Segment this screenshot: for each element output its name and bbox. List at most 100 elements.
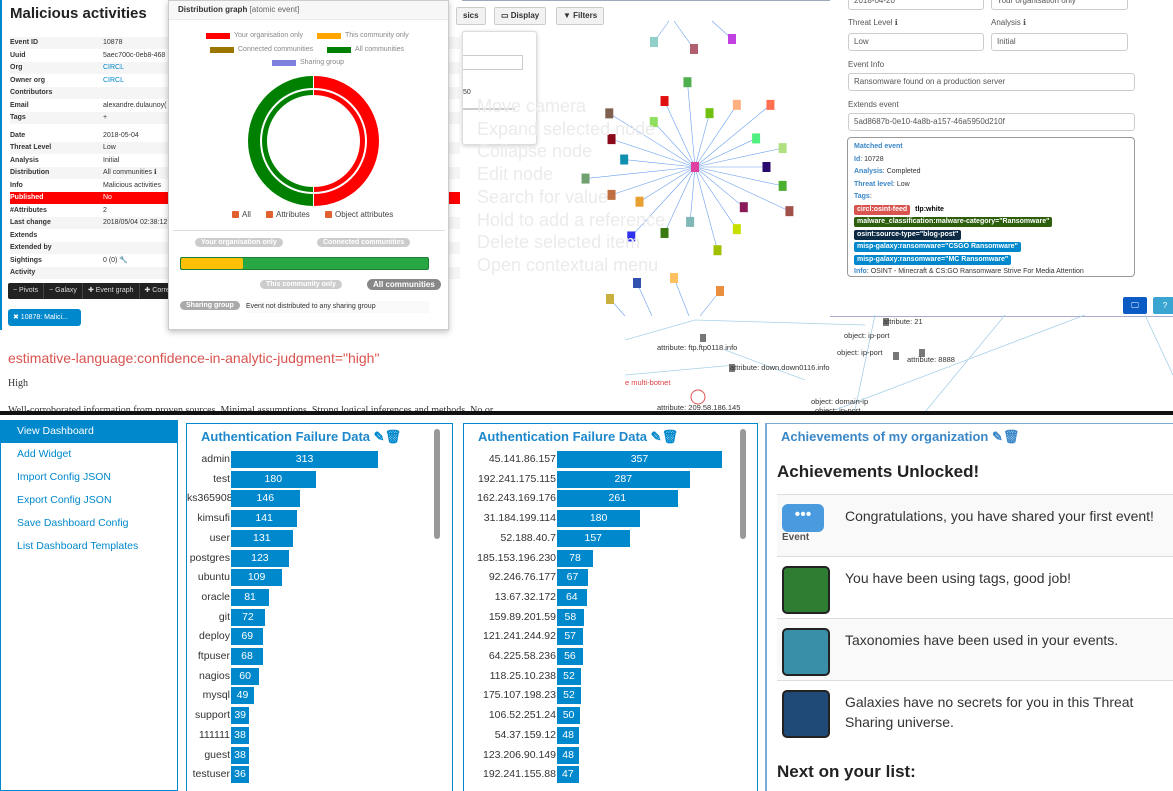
bar[interactable]: 157 [557,529,630,547]
bar[interactable]: 52 [557,687,582,705]
row-label: #Attributes [10,206,47,214]
bar[interactable]: 146 [231,490,300,508]
bar[interactable]: 261 [557,490,678,508]
sidebar-item[interactable]: Save Dashboard Config [17,517,129,529]
row-value[interactable]: CIRCL [103,76,125,84]
bar[interactable]: 58 [557,608,584,626]
event-tab[interactable]: ✖ 10878: Malici... [8,309,81,326]
analysis-select[interactable]: Initial [991,33,1128,51]
bar[interactable]: 48 [557,726,580,744]
tag-badge[interactable]: misp-galaxy:ransomware="MC Ransomware" [854,254,1012,265]
bar[interactable]: 109 [231,569,283,587]
display-button[interactable]: ▭ Display [494,7,547,25]
display-select[interactable] [463,55,523,70]
bar[interactable]: 60 [231,667,260,685]
bar-row: 123.206.90.149 48 [464,746,757,765]
bar-row: 106.52.251.24 50 [464,707,757,725]
bar[interactable]: 123 [231,549,289,567]
row-value[interactable]: + [103,114,108,121]
bar[interactable]: 57 [557,628,584,646]
extends-input[interactable]: 5ad8687b-0e10-4a8b-a157-46a5950d210f [848,113,1135,131]
physics-button[interactable]: sics [456,7,486,25]
bar-label: postgres [189,551,230,564]
tag-badge[interactable]: tlp:white [912,204,947,215]
bar[interactable]: 56 [557,648,583,665]
edit-icon[interactable]: ✎ [650,429,662,444]
bar[interactable]: 49 [231,687,255,705]
bar-label: 118.25.10.238 [489,669,556,682]
event-toolbar-button[interactable]: − Galaxy [44,283,83,299]
check-all[interactable]: All [232,210,251,219]
help-button[interactable]: ? [1153,297,1173,314]
bar-label: testuser [192,768,230,781]
event-info-input[interactable]: Ransomware found on a production server [848,73,1135,91]
tag-badge[interactable]: malware_classification:malware-category=… [854,217,1053,227]
event-toolbar-button[interactable]: ✚ Event graph [83,283,140,299]
sidebar-item[interactable]: View Dashboard [1,420,177,443]
edit-icon[interactable]: ✎ [991,429,1003,444]
bar[interactable]: 68 [231,648,263,665]
bar[interactable]: 287 [557,470,690,488]
scrollbar[interactable] [740,429,746,539]
check-object-attributes[interactable]: Object attributes [325,210,393,219]
sidebar-item[interactable]: Export Config JSON [17,494,112,506]
distribution-select[interactable]: Your organisation only [991,0,1128,10]
bar[interactable]: 38 [231,726,249,744]
bar[interactable]: 36 [231,766,249,784]
date-input[interactable]: 2018-04-20 [848,0,984,10]
trash-icon[interactable]: 🗑 [661,429,679,444]
bar[interactable]: 67 [557,569,588,587]
display-mode-button[interactable]: 🖵 [1123,297,1147,314]
bar[interactable]: 180 [557,510,641,528]
scrollbar[interactable] [434,429,440,539]
row-value[interactable]: CIRCL [103,64,125,71]
bar-row: 13.67.32.172 64 [464,588,757,607]
bar[interactable]: 313 [231,451,379,468]
bar[interactable]: 78 [557,549,594,567]
bar[interactable]: 64 [557,588,587,606]
bar[interactable]: 180 [231,470,316,488]
graph-node-label: object: domain-ip [811,397,868,406]
bar[interactable]: 141 [231,510,298,528]
check-attributes[interactable]: Attributes [266,210,310,219]
trash-icon[interactable]: 🗑 [384,429,402,444]
graph-node-label: attribute: ftp.ftp0118.info [657,343,737,352]
tag-badge[interactable]: misp-galaxy:ransomware="CSGO Ransomware" [854,242,1021,252]
bar-label: 106.52.251.24 [488,709,556,722]
bar[interactable]: 48 [557,746,580,764]
bar[interactable]: 357 [557,451,722,468]
tag-badge[interactable]: circl:osint-feed [854,204,911,215]
sidebar-item[interactable]: Add Widget [17,448,72,460]
legend-community: This community only [317,32,409,39]
row-label: Org [10,64,23,71]
widget-title: Achievements of my organization ✎🗑 [781,429,1020,444]
tag-badge[interactable]: osint:source-type="blog-post" [854,229,962,240]
bar[interactable]: 47 [557,766,579,784]
bar[interactable]: 38 [231,746,249,764]
bar[interactable]: 81 [231,588,270,606]
threat-level-select[interactable]: Low [848,33,984,51]
slider[interactable] [463,108,515,110]
sidebar-item[interactable]: List Dashboard Templates [17,540,139,552]
bar[interactable]: 52 [557,667,582,685]
event-toolbar-button[interactable]: − Pivots [8,283,45,299]
object-graph[interactable]: attribute: ftp.ftp0118.info object: ip-po… [625,315,1173,412]
bar-row: support 39 [187,707,452,725]
bar[interactable]: 50 [557,707,581,725]
edit-icon[interactable]: ✎ [373,429,385,444]
trash-icon[interactable]: 🗑 [1002,429,1020,444]
bar-label: user [209,531,230,544]
bar[interactable]: 39 [231,707,250,725]
event-row: Email alexandre.dulaunoy( [10,100,460,112]
info-icon: ℹ [894,18,898,27]
filters-button[interactable]: ▼ Filters [556,7,605,25]
row-value: 10878 [103,39,123,46]
graph-node [705,108,714,119]
display-dropdown: 50 [462,31,537,145]
bar[interactable]: 131 [231,529,293,547]
sidebar-item[interactable]: Import Config JSON [17,471,111,483]
graph-canvas[interactable] [462,1,830,317]
bar[interactable]: 72 [231,608,265,626]
bar[interactable]: 69 [231,628,264,646]
graph-help-text: Hold to add a reference [477,209,666,230]
